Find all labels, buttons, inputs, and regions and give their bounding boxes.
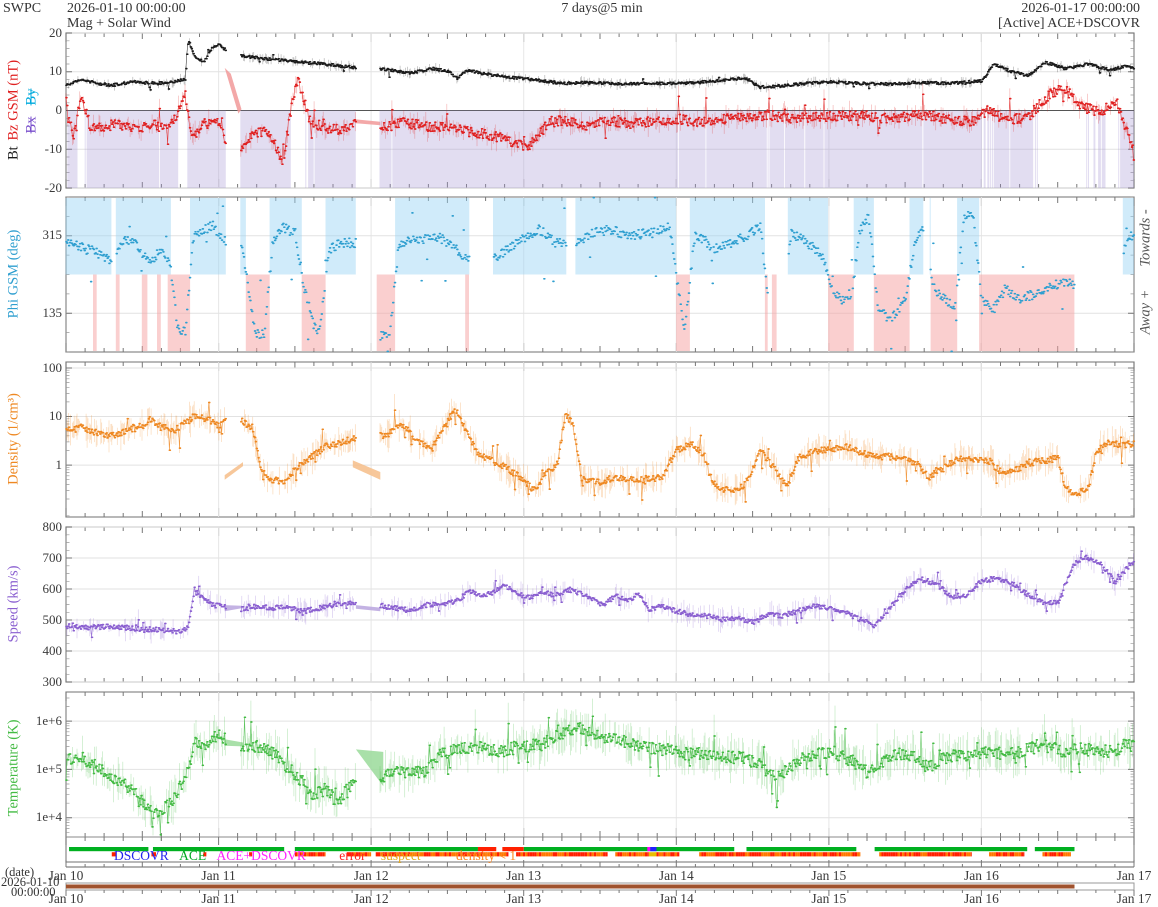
date-axis-start-time: 00:00:00 (11, 885, 56, 899)
end-datetime: 2026-01-17 00:00:00 (1021, 1, 1140, 16)
y-tick-label-mag: 10 (49, 63, 62, 79)
y-tick-label-den: 10 (49, 408, 62, 424)
y-tick-label-spd: 500 (42, 611, 63, 627)
y-tick-label-tmp: 1e+5 (35, 760, 62, 776)
y-tick-label-mag: -20 (44, 179, 62, 195)
start-datetime: 2026-01-10 00:00:00 (67, 1, 186, 16)
y-tick-label-tmp: 1e+4 (35, 809, 62, 825)
date-tick-row1-0: Jan 10 (48, 868, 84, 883)
date-tick-row2-6: Jan 16 (963, 891, 999, 906)
cadence-label: 7 days@5 min (561, 1, 643, 16)
date-tick-row1-6: Jan 16 (963, 868, 999, 883)
bz-label: Bz GSM (nT) (5, 59, 22, 141)
date-tick-row1-2: Jan 12 (353, 868, 389, 883)
source-mode-label: [Active] ACE+DSCOVR (997, 16, 1140, 31)
y-tick-label-tmp: 1e+6 (35, 712, 62, 728)
date-tick-row1-7: Jan 17 (1116, 868, 1152, 883)
date-tick-row2-0: Jan 10 (48, 891, 84, 906)
date-tick-row2-4: Jan 14 (658, 891, 694, 906)
y-tick-label-phi: 315 (42, 227, 63, 243)
y-tick-label-spd: 400 (42, 642, 63, 658)
y-tick-label-mag: -10 (44, 140, 62, 156)
date-tick-row2-2: Jan 12 (353, 891, 389, 906)
plot-title: Mag + Solar Wind (67, 16, 171, 31)
y-tick-label-spd: 300 (42, 673, 63, 689)
date-tick-row2-1: Jan 11 (201, 891, 236, 906)
date-tick-row1-1: Jan 11 (201, 868, 236, 883)
y-tick-label-phi: 135 (42, 304, 63, 320)
date-tick-row1-3: Jan 13 (506, 868, 542, 883)
y-tick-label-spd: 700 (42, 549, 63, 565)
date-tick-row2-7: Jan 17 (1116, 891, 1152, 906)
date-tick-row2-3: Jan 13 (506, 891, 542, 906)
bt-label: Bt (5, 146, 22, 161)
y-tick-label-den: 100 (42, 359, 63, 375)
y-tick-label-mag: 0 (55, 102, 63, 117)
date-axis-start-date: 2026-01-10 (1, 875, 60, 889)
date-tick-row1-5: Jan 15 (811, 868, 847, 883)
y-tick-label-mag: 20 (49, 24, 62, 40)
date-tick-row1-4: Jan 14 (658, 868, 694, 883)
date-tick-row2-5: Jan 15 (811, 891, 847, 906)
app-title: SWPC (3, 1, 42, 16)
y-tick-label-spd: 800 (42, 518, 63, 534)
y-tick-label-spd: 600 (42, 580, 63, 596)
date-axis-caption: (date) (5, 865, 35, 879)
y-tick-label-den: 1 (55, 456, 63, 472)
